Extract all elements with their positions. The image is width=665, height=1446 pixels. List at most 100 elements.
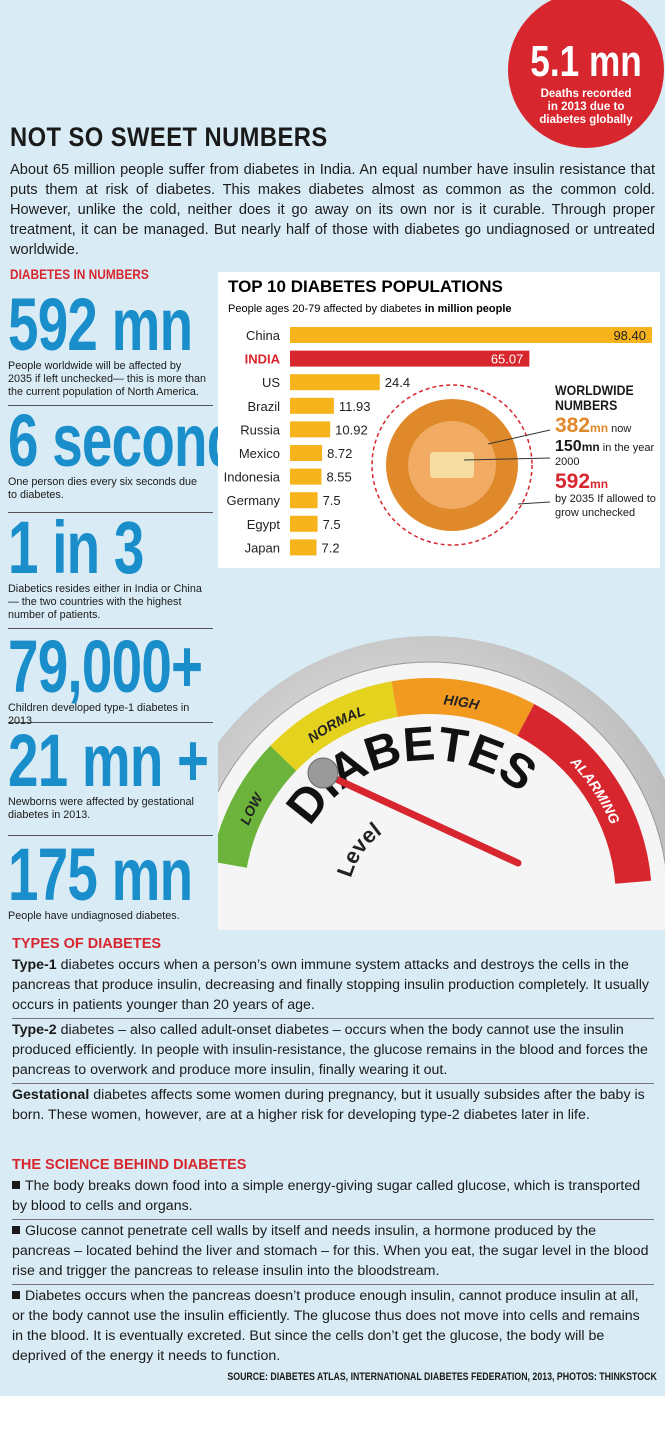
type-paragraph: Type-1 diabetes occurs when a person’s o…: [12, 954, 654, 1019]
worldwide-item: 592mn by 2035 If allowed to grow uncheck…: [555, 471, 661, 520]
gauge-band: [391, 678, 535, 736]
chart: TOP 10 DIABETES POPULATIONS People ages …: [224, 277, 652, 556]
stat: 1 in 3 Diabetics resides either in India …: [8, 506, 213, 629]
section-heading: TYPES OF DIABETES: [12, 936, 162, 952]
type-paragraph: Type-2 diabetes – also called adult-onse…: [12, 1019, 654, 1084]
category-label: Brazil: [247, 399, 280, 414]
worldwide-value: 382: [555, 414, 591, 437]
category-label: Egypt: [247, 517, 281, 532]
bullet: [12, 1226, 20, 1234]
science-paragraph: The body breaks down food into a simple …: [12, 1175, 654, 1220]
category-label: China: [246, 328, 281, 343]
bar: [290, 445, 323, 461]
stat-text: Children developed type-1 diabetes in 20…: [8, 702, 190, 727]
stat-figure: 1 in 3: [8, 506, 144, 589]
bullet: [12, 1291, 20, 1299]
stat-figure: 6 seconds: [8, 399, 270, 482]
value-label: 98.40: [613, 328, 646, 343]
type-term: Type-2: [12, 1022, 57, 1038]
gauge-band: [218, 745, 297, 868]
science-text: The body breaks down food into a simple …: [12, 1178, 641, 1214]
bar: [290, 539, 317, 556]
worldwide-value: 592: [555, 470, 591, 493]
types-section: TYPES OF DIABETES Type-1 diabetes occurs…: [12, 934, 654, 1128]
pointer: [463, 457, 551, 461]
stat: 175 mn People have undiagnosed diabetes.: [8, 833, 213, 923]
pointer: [487, 429, 551, 445]
gauge-image: LOWNORMALHIGHALARMINGDiABETESLevel: [218, 636, 665, 930]
science-section: THE SCIENCE BEHIND DIABETES The body bre…: [12, 1155, 654, 1369]
page-title: NOT SO SWEET NUMBERS: [10, 122, 328, 152]
stat: 592 mn People worldwide will be affected …: [8, 288, 213, 406]
bar: [290, 492, 318, 509]
value-label: 10.92: [335, 422, 368, 437]
worldwide-note: in the year 2000: [555, 442, 655, 468]
intro: About 65 million people suffer from diab…: [10, 162, 655, 258]
stat: 6 seconds One person dies every six secon…: [8, 399, 270, 513]
worldwide-numbers: WORLDWIDE NUMBERS 382mn now 150mn in the …: [555, 383, 661, 520]
value-label: 8.55: [326, 470, 351, 485]
bar: [290, 350, 530, 367]
bar: [290, 421, 331, 438]
worldwide-unit: mn: [590, 421, 609, 435]
worldwide-title: WORLDWIDE NUMBERS: [555, 382, 634, 413]
type-text: diabetes – also called adult-onset diabe…: [12, 1022, 648, 1078]
gauge-label-text: HIGH: [443, 691, 482, 713]
type-term: Gestational: [12, 1087, 90, 1103]
map-icon: [430, 452, 474, 478]
category-label: Germany: [227, 493, 281, 508]
stat-text: People have undiagnosed diabetes.: [8, 910, 180, 922]
value-label: 24.4: [385, 375, 410, 390]
value-label: 8.72: [327, 446, 352, 461]
gauge-hub: [307, 757, 339, 789]
bullet: [12, 1181, 20, 1189]
worldwide-item: 150mn in the year 2000: [555, 439, 661, 469]
stat-figure: 79,000+: [8, 625, 203, 708]
chart-title: TOP 10 DIABETES POPULATIONS: [228, 277, 503, 296]
stat-figure: 175 mn: [8, 833, 193, 916]
science-text: Diabetes occurs when the pancreas doesn’…: [12, 1288, 640, 1364]
bar: [290, 327, 652, 343]
type-text: diabetes affects some women during pregn…: [12, 1087, 645, 1123]
category-label: Mexico: [239, 446, 280, 461]
source: SOURCE: DIABETES ATLAS, INTERNATIONAL DI…: [227, 1371, 657, 1383]
category-label: Russia: [240, 422, 281, 437]
chart-subtitle: People ages 20-79 affected by diabetes i…: [228, 303, 512, 315]
bar: [290, 374, 380, 391]
stat-text: Diabetics resides either in India or Chi…: [8, 583, 202, 621]
science-paragraph: Glucose cannot penetrate cell walls by i…: [12, 1220, 654, 1285]
worldwide-unit: mn: [590, 477, 609, 491]
section-heading: THE SCIENCE BEHIND DIABETES: [12, 1157, 247, 1173]
subtitle-emphasis: in million people: [425, 303, 512, 315]
value-label: 11.93: [339, 399, 371, 414]
stat-figure: 21 mn +: [8, 719, 209, 802]
stat-text: People worldwide will be affected by 203…: [8, 360, 207, 398]
pointer: [517, 501, 551, 505]
section-heading: DIABETES IN NUMBERS: [10, 266, 149, 282]
stat: 21 mn + Newborns were affected by gestati…: [8, 719, 213, 836]
gauge-band: [270, 681, 398, 771]
gauge: LOWNORMALHIGHALARMINGDiABETESLevel: [218, 636, 665, 930]
gauge-label: HIGH: [443, 691, 482, 713]
worldwide-item: 382mn now: [555, 415, 661, 436]
bar: [290, 515, 318, 532]
category-label: Japan: [245, 540, 280, 555]
worldwide-unit: mn: [581, 440, 600, 454]
value-label: 7.5: [323, 517, 341, 532]
category-label: Indonesia: [224, 470, 281, 485]
value-label: 7.5: [323, 493, 341, 508]
bar: [290, 468, 322, 485]
category-label: US: [262, 375, 280, 390]
bar: [290, 397, 334, 414]
ring-2035: [371, 384, 533, 546]
badge-caption: Deaths recorded in 2013 due to diabetes …: [539, 88, 633, 126]
badge: 5.1 mn Deaths recorded in 2013 due to di…: [508, 0, 664, 148]
category-label: INDIA: [245, 352, 281, 367]
type-paragraph: Gestational diabetes affects some women …: [12, 1084, 654, 1128]
value-label: 7.2: [321, 540, 339, 555]
type-term: Type-1: [12, 957, 57, 973]
chart-panel: TOP 10 DIABETES POPULATIONS People ages …: [218, 272, 660, 568]
badge-value: 5.1 mn: [530, 37, 642, 86]
